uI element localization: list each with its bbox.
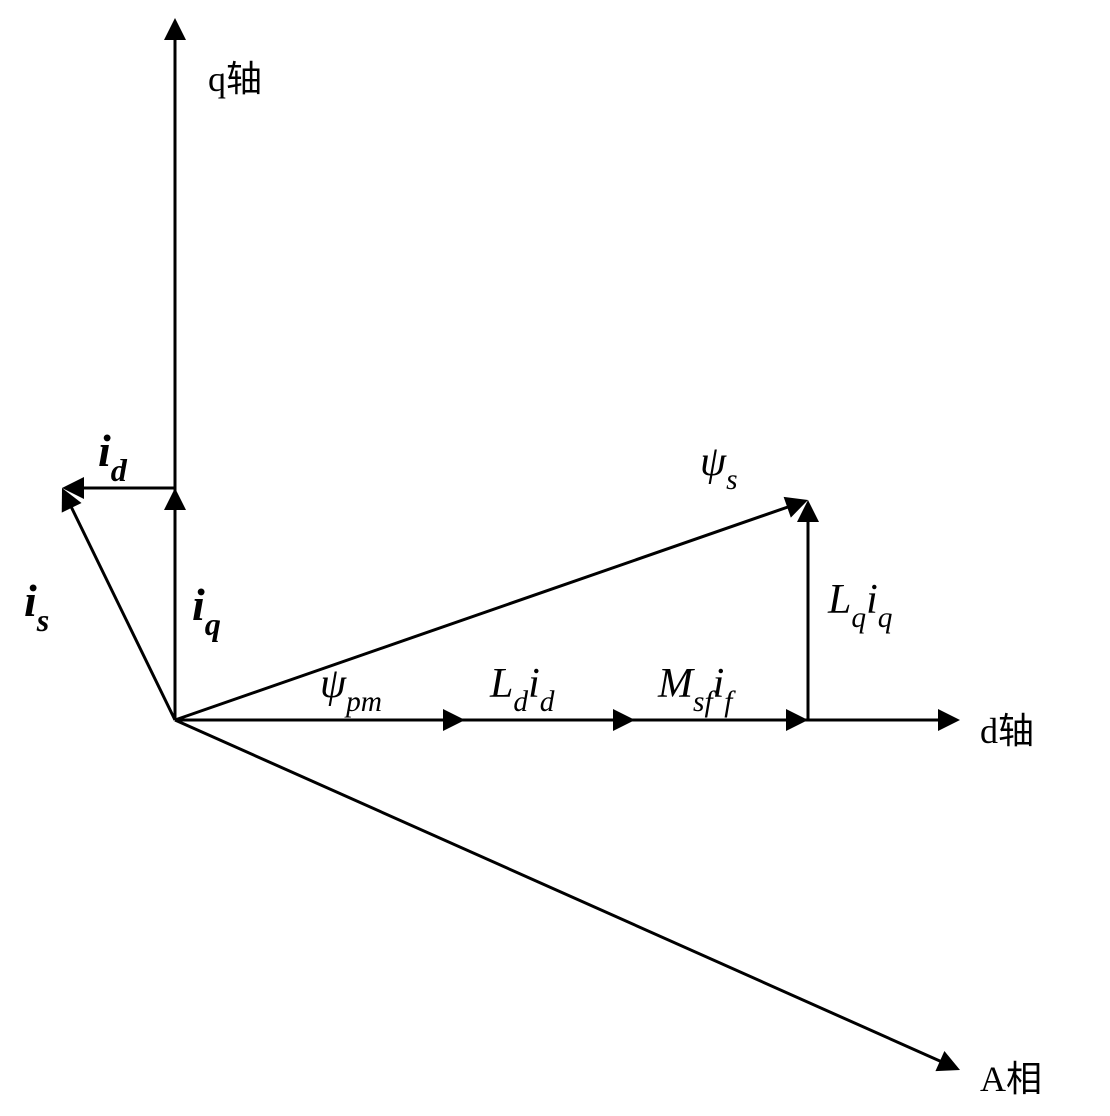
label-i-q: iq xyxy=(192,578,221,638)
label-q-axis: q轴 xyxy=(208,50,262,102)
label-psi-pm: ψpm xyxy=(320,660,382,714)
label-d-axis: d轴 xyxy=(980,702,1034,754)
label-i-d: id xyxy=(98,424,127,484)
label-i-s: is xyxy=(24,574,49,634)
label-psi-s: ψs xyxy=(700,438,738,492)
label-Ld-id: Ldid xyxy=(490,660,554,714)
label-Lq-iq: Lqiq xyxy=(828,576,892,630)
label-Msf-if: Msfif xyxy=(658,660,732,714)
vector-diagram xyxy=(0,0,1110,1116)
label-a-phase: A相 xyxy=(980,1050,1042,1102)
